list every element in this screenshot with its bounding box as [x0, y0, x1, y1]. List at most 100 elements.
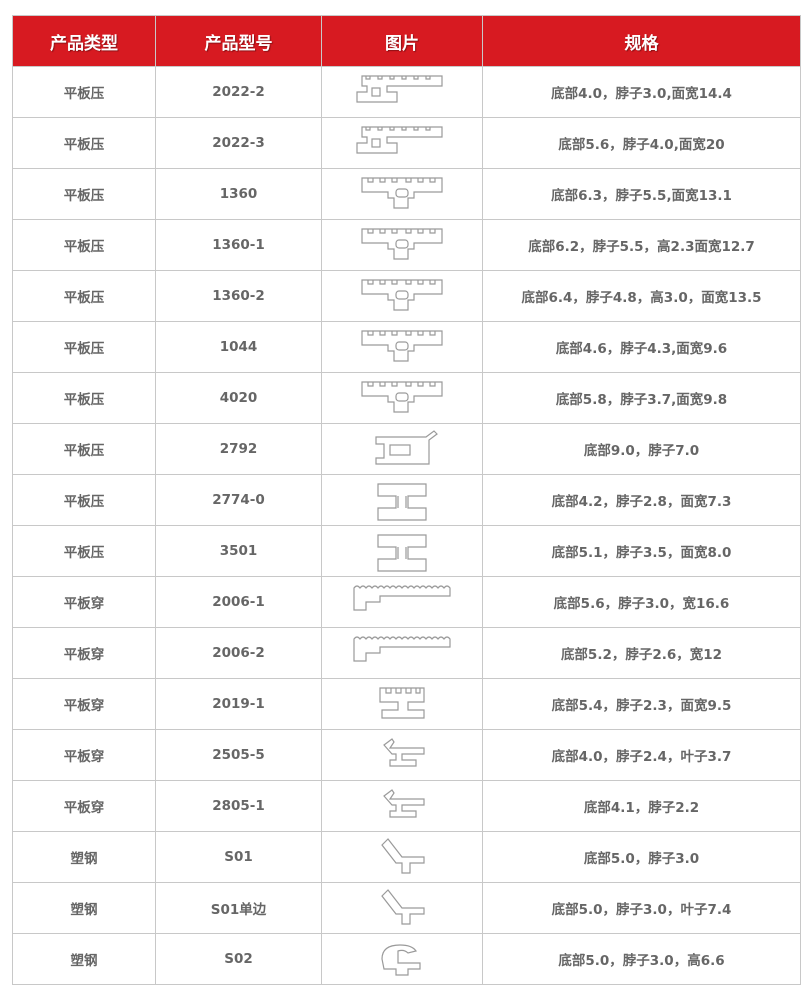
cell-picture: [321, 270, 483, 322]
cell-product-type: 平板穿: [12, 678, 156, 730]
table-row: 平板压 2792 底部9.0，脖子7.0: [12, 423, 801, 475]
cell-product-model: 2774-0: [155, 474, 322, 526]
cell-spec: 底部5.6，脖子4.0,面宽20: [482, 117, 801, 169]
cell-product-model: 1360: [155, 168, 322, 220]
cell-spec: 底部5.0，脖子3.0: [482, 831, 801, 883]
cell-picture: [321, 627, 483, 679]
cell-product-model: 2006-1: [155, 576, 322, 628]
cell-spec: 底部5.2，脖子2.6，宽12: [482, 627, 801, 679]
cell-spec: 底部4.1，脖子2.2: [482, 780, 801, 832]
cell-product-model: 2792: [155, 423, 322, 475]
profile-image: [361, 228, 443, 260]
profile-image: [356, 126, 443, 154]
cell-product-type: 平板压: [12, 270, 156, 322]
cell-spec: 底部5.4，脖子2.3，面宽9.5: [482, 678, 801, 730]
product-table: 产品类型 产品型号 图片 规格 平板压 2022-2 底部4.0，脖子3.0,面宽1…: [12, 15, 801, 985]
table-row: 平板压 1044 底部4.6，脖子4.3,面宽9.6: [12, 321, 801, 373]
profile-image: [361, 279, 443, 311]
profile-image: [361, 330, 443, 362]
cell-product-type: 平板压: [12, 423, 156, 475]
cell-spec: 底部6.2，脖子5.5，高2.3面宽12.7: [482, 219, 801, 271]
cell-picture: [321, 219, 483, 271]
profile-image: [381, 838, 425, 874]
table-row: 平板压 1360-2 底部6.4，脖子4.8，高3.0，面宽13.5: [12, 270, 801, 322]
cell-picture: [321, 831, 483, 883]
cell-picture: [321, 729, 483, 781]
table-row: 平板压 2774-0 底部4.2，脖子2.8，面宽7.3: [12, 474, 801, 526]
cell-spec: 底部5.6，脖子3.0，宽16.6: [482, 576, 801, 628]
cell-product-model: 2022-2: [155, 66, 322, 118]
cell-product-type: 平板穿: [12, 627, 156, 679]
cell-product-model: 1360-1: [155, 219, 322, 271]
cell-picture: [321, 321, 483, 373]
header-product-type: 产品类型: [12, 15, 156, 67]
cell-product-type: 塑钢: [12, 831, 156, 883]
table-row: 平板压 1360 底部6.3，脖子5.5,面宽13.1: [12, 168, 801, 220]
cell-spec: 底部9.0，脖子7.0: [482, 423, 801, 475]
cell-picture: [321, 525, 483, 577]
cell-spec: 底部6.4，脖子4.8，高3.0，面宽13.5: [482, 270, 801, 322]
table-row: 塑钢 S01 底部5.0，脖子3.0: [12, 831, 801, 883]
cell-product-model: S01单边: [155, 882, 322, 934]
cell-spec: 底部5.1，脖子3.5，面宽8.0: [482, 525, 801, 577]
cell-picture: [321, 168, 483, 220]
profile-image: [375, 430, 438, 465]
cell-product-model: 2505-5: [155, 729, 322, 781]
profile-image: [377, 534, 427, 572]
profile-image: [381, 889, 425, 925]
cell-picture: [321, 933, 483, 985]
header-product-model: 产品型号: [155, 15, 322, 67]
profile-image: [353, 636, 451, 662]
profile-image: [377, 483, 427, 521]
cell-product-type: 平板压: [12, 372, 156, 424]
table-row: 平板穿 2505-5 底部4.0，脖子2.4，叶子3.7: [12, 729, 801, 781]
cell-product-type: 平板压: [12, 117, 156, 169]
cell-product-type: 塑钢: [12, 933, 156, 985]
profile-image: [356, 75, 443, 103]
cell-product-type: 塑钢: [12, 882, 156, 934]
profile-image: [361, 177, 443, 209]
header-picture: 图片: [321, 15, 483, 67]
cell-picture: [321, 678, 483, 730]
table-row: 平板穿 2805-1 底部4.1，脖子2.2: [12, 780, 801, 832]
cell-product-type: 平板压: [12, 219, 156, 271]
cell-product-type: 平板穿: [12, 576, 156, 628]
cell-product-model: 1360-2: [155, 270, 322, 322]
cell-product-model: 2019-1: [155, 678, 322, 730]
profile-image: [379, 687, 425, 719]
cell-product-type: 平板压: [12, 525, 156, 577]
cell-spec: 底部6.3，脖子5.5,面宽13.1: [482, 168, 801, 220]
cell-product-model: S02: [155, 933, 322, 985]
cell-picture: [321, 576, 483, 628]
cell-product-type: 平板压: [12, 66, 156, 118]
header-row: 产品类型 产品型号 图片 规格: [12, 15, 801, 67]
table-row: 平板压 2022-2 底部4.0，脖子3.0,面宽14.4: [12, 66, 801, 118]
cell-picture: [321, 882, 483, 934]
cell-picture: [321, 372, 483, 424]
cell-product-model: 1044: [155, 321, 322, 373]
cell-product-model: 2022-3: [155, 117, 322, 169]
table-row: 平板压 4020 底部5.8，脖子3.7,面宽9.8: [12, 372, 801, 424]
profile-image: [361, 381, 443, 413]
cell-spec: 底部5.0，脖子3.0，高6.6: [482, 933, 801, 985]
cell-spec: 底部5.8，脖子3.7,面宽9.8: [482, 372, 801, 424]
cell-product-type: 平板压: [12, 474, 156, 526]
cell-spec: 底部4.6，脖子4.3,面宽9.6: [482, 321, 801, 373]
table-row: 平板压 1360-1 底部6.2，脖子5.5，高2.3面宽12.7: [12, 219, 801, 271]
cell-picture: [321, 66, 483, 118]
cell-product-model: 2805-1: [155, 780, 322, 832]
table-row: 平板穿 2006-1 底部5.6，脖子3.0，宽16.6: [12, 576, 801, 628]
table-row: 塑钢 S02 底部5.0，脖子3.0，高6.6: [12, 933, 801, 985]
table-row: 平板穿 2006-2 底部5.2，脖子2.6，宽12: [12, 627, 801, 679]
cell-spec: 底部5.0，脖子3.0，叶子7.4: [482, 882, 801, 934]
cell-product-type: 平板压: [12, 168, 156, 220]
profile-image: [383, 789, 425, 818]
profile-image: [381, 944, 421, 976]
cell-picture: [321, 780, 483, 832]
cell-product-model: 2006-2: [155, 627, 322, 679]
cell-spec: 底部4.0，脖子3.0,面宽14.4: [482, 66, 801, 118]
cell-product-type: 平板穿: [12, 780, 156, 832]
cell-spec: 底部4.0，脖子2.4，叶子3.7: [482, 729, 801, 781]
cell-spec: 底部4.2，脖子2.8，面宽7.3: [482, 474, 801, 526]
cell-product-model: 4020: [155, 372, 322, 424]
